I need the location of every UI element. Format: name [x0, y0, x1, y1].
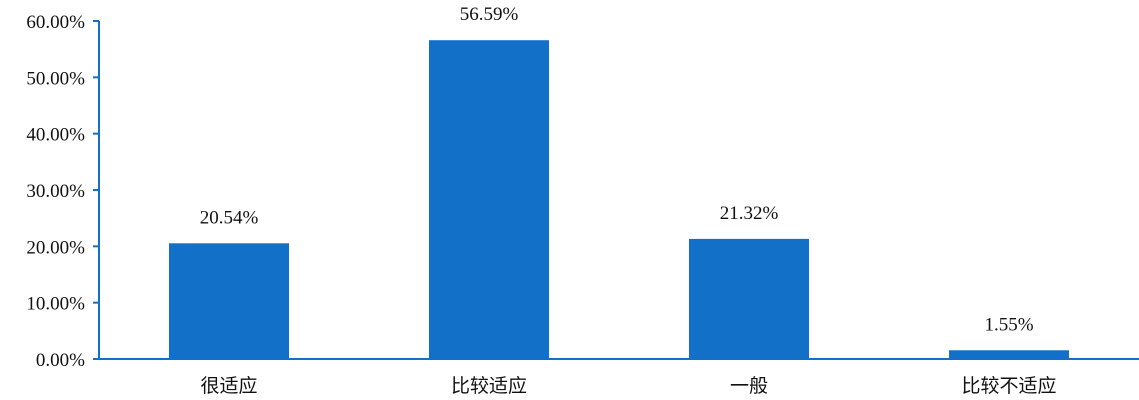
- data-label-0: 20.54%: [200, 207, 259, 228]
- y-tick-label-0: 0.00%: [36, 350, 85, 371]
- y-axis: 0.00% 10.00% 20.00% 30.00% 40.00% 50.00% 60.00…: [26, 12, 100, 371]
- bar-2: [689, 238, 809, 359]
- bar-3: [949, 350, 1069, 359]
- y-tick-label-4: 40.00%: [26, 125, 85, 146]
- category-label-0: 很适应: [200, 375, 257, 397]
- category-label-1: 比较适应: [451, 375, 527, 397]
- data-label-1: 56.59%: [460, 4, 519, 25]
- y-tick-label-3: 30.00%: [26, 181, 85, 202]
- category-label-3: 比较不适应: [961, 375, 1056, 397]
- data-label-3: 1.55%: [984, 314, 1033, 335]
- bars: [169, 40, 1069, 360]
- y-tick-label-6: 60.00%: [26, 12, 85, 33]
- y-tick-label-5: 50.00%: [26, 68, 85, 89]
- x-axis: 很适应 比较适应 一般 比较不适应: [99, 358, 1139, 397]
- data-label-2: 21.32%: [720, 203, 779, 224]
- bar-0: [169, 243, 289, 359]
- y-tick-label-1: 10.00%: [26, 294, 85, 315]
- y-tick-label-2: 20.00%: [26, 237, 85, 258]
- category-label-2: 一般: [730, 375, 768, 397]
- data-labels: 20.54% 56.59% 21.32% 1.55%: [200, 4, 1034, 335]
- bar-1: [429, 40, 549, 360]
